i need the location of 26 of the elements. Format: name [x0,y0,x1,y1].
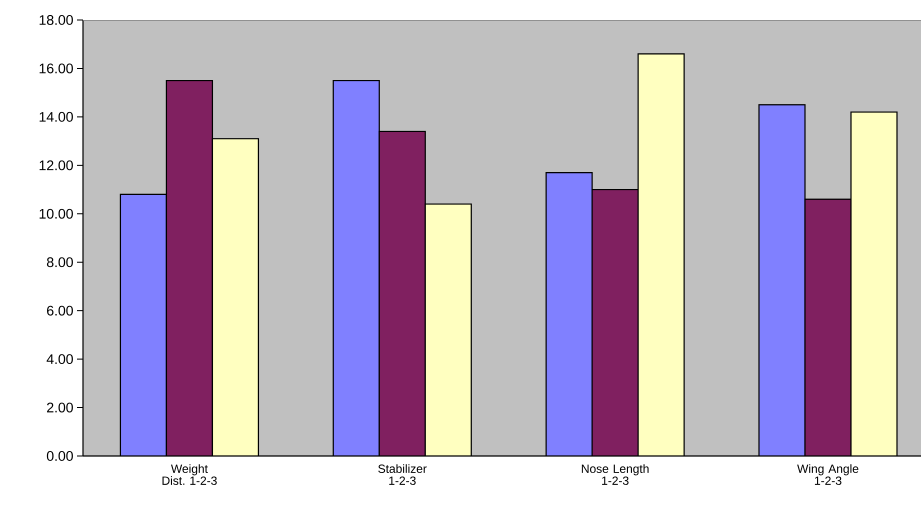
bar [804,198,852,456]
bar [546,172,592,456]
y-tick-label: 6.00 [47,306,73,316]
y-tick-label: 8.00 [46,257,73,268]
y-tick-label: 4.00 [46,354,73,364]
y-tick-label: 14.00 [40,112,73,122]
x-tick-label: Nose Length 1-2-3 [582,464,649,485]
bar [592,190,638,456]
y-tick-label: 16.00 [40,63,73,74]
bar [425,204,472,456]
bar [333,80,380,456]
x-tick-label: Wing Angle 1-2-3 [797,464,858,485]
bar [379,131,426,456]
x-tick-label: Weight Dist. 1-2-3 [162,464,217,485]
y-tick-label: 2.00 [47,402,73,412]
bar [638,54,684,456]
x-tick-label: Stabilizer 1-2-3 [378,464,427,485]
bar [758,104,806,456]
bar [850,111,898,456]
y-tick-label: 10.00 [40,208,73,219]
bar [166,80,212,456]
y-tick-label: 18.00 [40,15,73,25]
bar [120,194,166,456]
bar [212,138,258,456]
y-tick-label: 12.00 [40,160,73,170]
y-tick-label: 0.00 [46,451,73,461]
